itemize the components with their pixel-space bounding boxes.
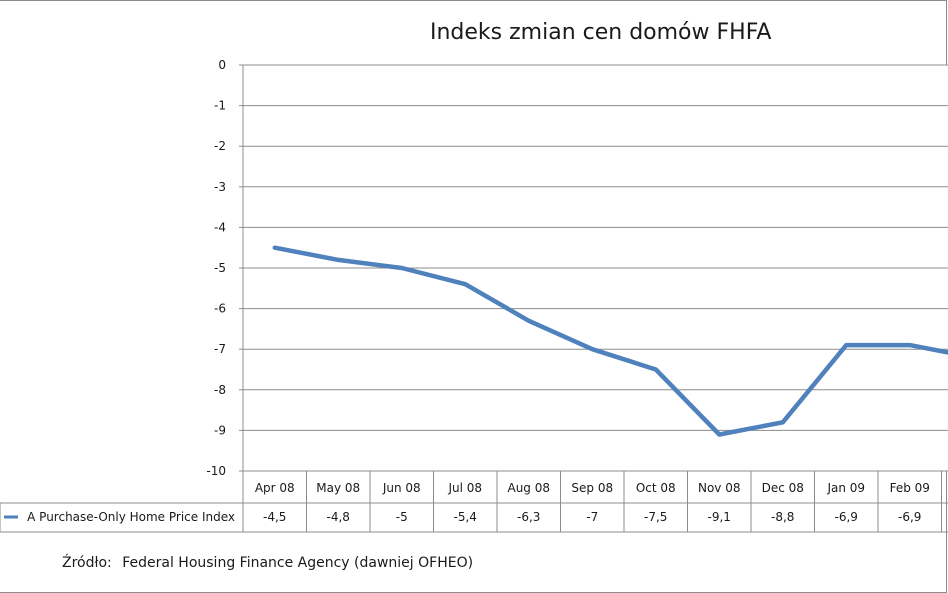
series-name-label: A Purchase-Only Home Price Index bbox=[27, 510, 235, 524]
y-tick-label: -8 bbox=[214, 383, 226, 397]
y-tick-label: -5 bbox=[214, 261, 226, 275]
data-table-value: -4,5 bbox=[263, 510, 286, 524]
data-table-value: -7 bbox=[586, 510, 598, 524]
y-tick-label: -4 bbox=[214, 220, 226, 234]
x-category-label: Nov 08 bbox=[698, 481, 741, 495]
y-tick-label: -9 bbox=[214, 423, 226, 437]
y-tick-label: 0 bbox=[218, 58, 226, 72]
data-table-value: -6,3 bbox=[517, 510, 540, 524]
data-table-value: -5 bbox=[396, 510, 408, 524]
y-tick-label: -2 bbox=[214, 139, 226, 153]
data-table-value: -4,8 bbox=[327, 510, 350, 524]
chart-title: Indeks zmian cen domów FHFA bbox=[430, 20, 772, 45]
x-category-label: Aug 08 bbox=[507, 481, 550, 495]
y-tick-label: -10 bbox=[206, 464, 226, 478]
source-label: Źródło: bbox=[62, 555, 112, 571]
data-table-value: -6,9 bbox=[898, 510, 921, 524]
x-category-label: Apr 08 bbox=[255, 481, 295, 495]
x-category-label: Jan 09 bbox=[826, 481, 865, 495]
source-note: Źródło: Federal Housing Finance Agency (… bbox=[62, 555, 479, 571]
y-tick-label: -1 bbox=[214, 99, 226, 113]
x-category-label: Dec 08 bbox=[762, 481, 804, 495]
x-category-label: Feb 09 bbox=[890, 481, 930, 495]
y-tick-label: -6 bbox=[214, 302, 226, 316]
y-tick-label: -7 bbox=[214, 342, 226, 356]
y-tick-label: -3 bbox=[214, 180, 226, 194]
x-category-label: Sep 08 bbox=[571, 481, 613, 495]
x-category-label: Jul 08 bbox=[447, 481, 482, 495]
data-table-value: -5,4 bbox=[454, 510, 477, 524]
series-line bbox=[272, 245, 948, 437]
x-category-label: Oct 08 bbox=[636, 481, 676, 495]
data-table-value: -8,8 bbox=[771, 510, 794, 524]
x-category-label: May 08 bbox=[316, 481, 360, 495]
x-category-label: Jun 08 bbox=[382, 481, 421, 495]
data-table-value: -6,9 bbox=[835, 510, 858, 524]
data-table-value: -9,1 bbox=[708, 510, 731, 524]
source-text: Federal Housing Finance Agency (dawniej … bbox=[122, 555, 474, 571]
data-table-value: -7,5 bbox=[644, 510, 667, 524]
